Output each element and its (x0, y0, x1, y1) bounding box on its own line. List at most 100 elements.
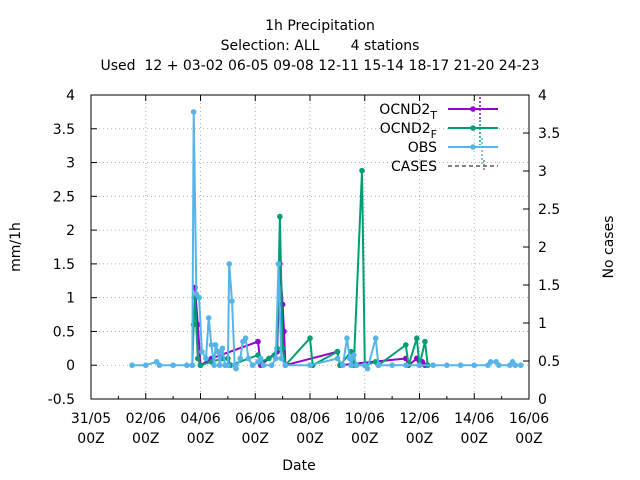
data-point (340, 362, 346, 369)
data-point (487, 359, 494, 365)
y2-tick-label: 3 (538, 164, 547, 180)
x-tick-label-date: 02/06 (126, 411, 166, 427)
legend-label: OBS (408, 140, 437, 156)
data-point (156, 362, 163, 369)
data-point (278, 355, 285, 362)
data-point (282, 362, 289, 369)
x-tick-label-time: 00Z (242, 431, 269, 447)
x-tick-label-date: 12/06 (399, 411, 439, 427)
data-point (257, 355, 264, 362)
y-tick-label: 1.5 (53, 257, 75, 273)
data-point (237, 355, 243, 362)
data-point (444, 362, 450, 369)
legend-label-subscript: F (431, 128, 437, 141)
data-point (194, 355, 201, 362)
data-point (430, 362, 436, 369)
x-tick-label-date: 16/06 (509, 411, 549, 427)
data-point (389, 362, 395, 369)
x-tick-label-date: 06/06 (235, 411, 275, 427)
x-tick-label-time: 00Z (351, 431, 378, 447)
x-tick-label-time: 00Z (77, 431, 104, 447)
x-tick-label-time: 00Z (515, 431, 542, 447)
data-point (197, 362, 204, 369)
data-point (457, 362, 464, 369)
x-axis: 31/05 00Z 02/06 00Z 04/06 00Z 06/06 00Z 08/06 00Z… (71, 95, 549, 447)
data-point (199, 348, 205, 355)
y-tick-label: 0.5 (53, 324, 75, 340)
data-point (266, 355, 272, 362)
data-point (416, 362, 423, 369)
x-tick-label-time: 00Z (187, 431, 214, 447)
y2-tick-label: 1.5 (538, 278, 560, 294)
y2-tick-label: 0.5 (538, 354, 560, 370)
legend-swatch-point (470, 144, 476, 150)
data-point (403, 342, 409, 348)
data-point (275, 261, 282, 267)
x-tick-label-date: 04/06 (180, 411, 220, 427)
data-point (205, 315, 212, 321)
y-tick-label: 0 (66, 358, 75, 374)
y-tick-label: 1 (66, 291, 75, 307)
y-tick-label: 4 (66, 88, 75, 104)
x-tick-label-date: 31/05 (71, 411, 111, 427)
data-point (334, 355, 341, 362)
y2-tick-label: 2 (538, 240, 547, 256)
data-point (225, 362, 231, 369)
data-point (189, 362, 196, 369)
data-point (375, 362, 382, 369)
data-point (211, 362, 217, 369)
y-tick-label: -0.5 (48, 392, 75, 408)
x-tick-label-date: 14/06 (454, 411, 494, 427)
legend-label: OCND2T (379, 102, 437, 122)
y2-tick-label: 1 (538, 316, 547, 332)
data-point (496, 362, 502, 369)
data-point (471, 362, 478, 369)
data-point (260, 362, 267, 369)
y-tick-label: 3 (66, 156, 75, 172)
data-point (348, 362, 354, 369)
y2-axis-label: No cases (601, 216, 617, 279)
chart-subtitle-used: Used 12 + 03-02 06-05 09-08 12-11 15-14 … (100, 58, 540, 74)
data-point (344, 335, 350, 342)
data-point (364, 365, 371, 372)
data-point (277, 213, 283, 220)
data-point (203, 355, 209, 362)
data-point (272, 355, 279, 362)
data-point (249, 362, 256, 369)
y2-axis: 0 0.5 1 1.5 2 2.5 3 3.5 4 (523, 88, 560, 408)
data-point (196, 294, 202, 301)
data-point (242, 335, 249, 342)
data-point (245, 355, 252, 362)
data-point (353, 362, 360, 369)
y2-tick-label: 0 (538, 392, 547, 408)
data-point (413, 335, 420, 342)
data-point (512, 362, 519, 369)
data-point (226, 261, 233, 267)
data-point (215, 348, 222, 355)
data-point (233, 365, 239, 372)
data-point (307, 335, 313, 342)
data-point (219, 345, 226, 352)
x-tick-label-date: 08/06 (290, 411, 330, 427)
y2-tick-label: 3.5 (538, 126, 560, 142)
data-point (212, 342, 219, 348)
data-point (184, 362, 190, 369)
data-point (351, 352, 357, 358)
data-point (229, 298, 235, 304)
data-point (334, 348, 341, 355)
legend-label: OCND2F (380, 121, 437, 141)
x-tick-label-time: 00Z (296, 431, 323, 447)
data-point (403, 362, 409, 369)
data-point (359, 167, 365, 174)
x-tick-label-date: 10/06 (345, 411, 385, 427)
y-tick-label: 2 (66, 223, 75, 239)
x-axis-label: Date (282, 458, 315, 474)
data-point (422, 338, 428, 345)
y2-tick-label: 2.5 (538, 202, 560, 218)
data-point (216, 362, 223, 369)
y2-tick-label: 4 (538, 88, 547, 104)
data-point (170, 362, 176, 369)
data-point (372, 335, 379, 342)
